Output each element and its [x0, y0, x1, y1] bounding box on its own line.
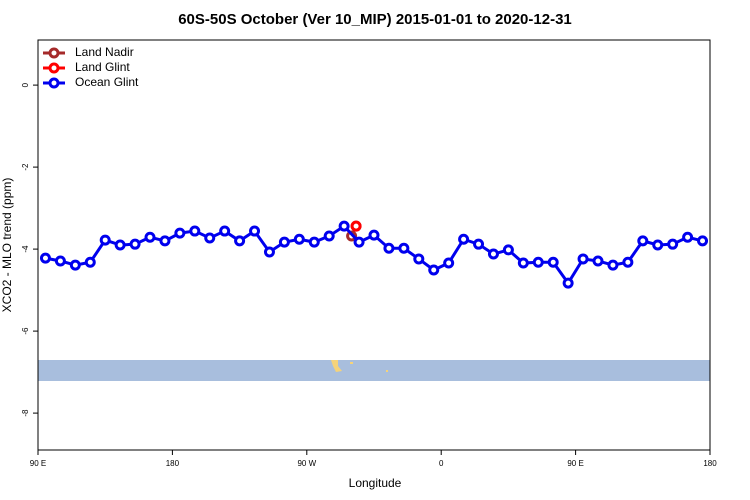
point [114, 239, 126, 251]
y-tick-label: -4 [21, 245, 30, 253]
point [174, 227, 186, 239]
point [350, 220, 362, 232]
x-tick-label: 0 [439, 459, 444, 468]
point [622, 256, 634, 268]
point [159, 235, 171, 247]
point [54, 255, 66, 267]
point [249, 225, 261, 237]
map-strip [38, 360, 710, 381]
legend-marker [48, 62, 60, 74]
point [398, 242, 410, 254]
point [383, 242, 395, 254]
legend-label: Ocean Glint [75, 75, 139, 89]
point [323, 230, 335, 242]
point [263, 246, 275, 258]
x-tick-label: 180 [703, 459, 717, 468]
point [443, 257, 455, 269]
point [682, 231, 694, 243]
legend-label: Land Glint [75, 60, 130, 74]
legend-marker [48, 77, 60, 89]
point [144, 231, 156, 243]
point [308, 236, 320, 248]
point [368, 229, 380, 241]
point [517, 257, 529, 269]
point [592, 255, 604, 267]
point [487, 248, 499, 260]
point [697, 235, 709, 247]
point [338, 220, 350, 232]
point [577, 253, 589, 265]
chart-title: 60S-50S October (Ver 10_MIP) 2015-01-01 … [178, 11, 572, 28]
point [99, 234, 111, 246]
x-tick-label: 90 W [297, 459, 316, 468]
point [637, 235, 649, 247]
y-tick-label: -2 [21, 163, 30, 171]
point [189, 225, 201, 237]
point [547, 256, 559, 268]
point [219, 225, 231, 237]
plot-frame [37, 39, 711, 451]
legend-marker [48, 47, 60, 59]
y-tick-label: 0 [21, 82, 30, 87]
point [129, 238, 141, 250]
point [532, 256, 544, 268]
y-tick-label: -6 [21, 327, 30, 335]
point [562, 277, 574, 289]
point [69, 259, 81, 271]
y-axis-label: XCO2 - MLO trend (ppm) [0, 178, 14, 313]
x-tick-label: 90 E [30, 459, 46, 468]
x-tick-label: 180 [166, 459, 180, 468]
point [353, 236, 365, 248]
point [607, 259, 619, 271]
point [234, 235, 246, 247]
x-tick-label: 90 E [567, 459, 583, 468]
point [39, 252, 51, 264]
legend-label: Land Nadir [75, 45, 134, 59]
point [278, 236, 290, 248]
point [204, 232, 216, 244]
point [413, 253, 425, 265]
point [458, 233, 470, 245]
point [652, 239, 664, 251]
point [502, 244, 514, 256]
y-tick-label: -8 [21, 409, 30, 417]
point [293, 233, 305, 245]
point [473, 238, 485, 250]
point [428, 264, 440, 276]
x-axis-label: Longitude [349, 476, 402, 490]
point [667, 238, 679, 250]
point [84, 256, 96, 268]
